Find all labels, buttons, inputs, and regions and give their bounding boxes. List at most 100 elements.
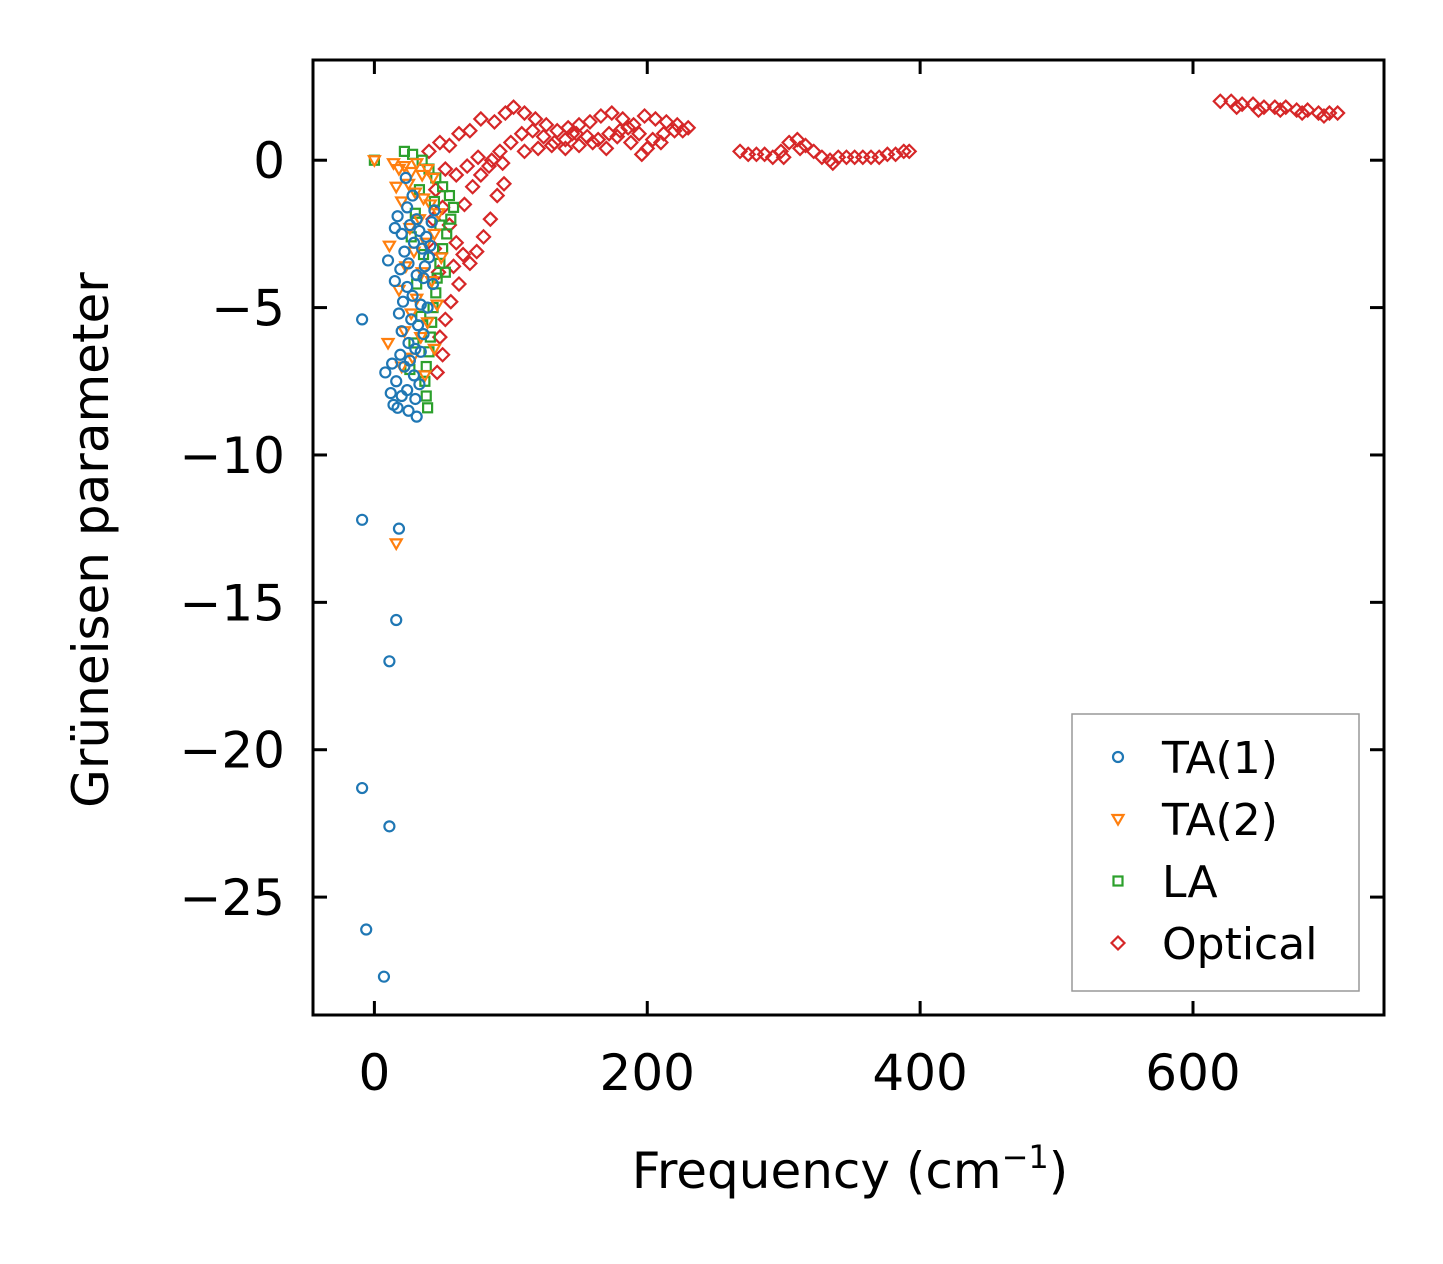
series-ta-1- bbox=[356, 171, 441, 983]
data-point bbox=[535, 128, 552, 145]
data-point bbox=[356, 513, 369, 526]
data-point bbox=[516, 143, 533, 160]
data-point bbox=[401, 178, 416, 192]
data-point bbox=[425, 172, 441, 186]
data-point bbox=[489, 187, 506, 204]
data-point bbox=[383, 655, 396, 668]
data-point bbox=[414, 298, 427, 311]
data-point bbox=[1315, 107, 1333, 125]
x-axis-label: Frequency (cm−1) bbox=[632, 1138, 1069, 1200]
data-point bbox=[366, 155, 382, 168]
data-point bbox=[414, 345, 427, 358]
x-axis-label-main: Frequency (cm bbox=[632, 1142, 1002, 1200]
data-point bbox=[543, 137, 560, 154]
data-point bbox=[805, 143, 822, 160]
data-point bbox=[401, 201, 414, 214]
data-point bbox=[456, 196, 473, 213]
data-point bbox=[443, 189, 456, 202]
data-point bbox=[379, 366, 392, 379]
data-point bbox=[502, 134, 519, 151]
data-point bbox=[417, 370, 433, 384]
data-point bbox=[901, 143, 918, 160]
data-point bbox=[581, 113, 599, 130]
data-point bbox=[775, 149, 792, 166]
data-point bbox=[871, 149, 888, 166]
data-point bbox=[781, 134, 798, 151]
data-point bbox=[1212, 93, 1229, 110]
data-point bbox=[377, 970, 391, 983]
data-point bbox=[360, 923, 373, 936]
x-tick-label: 400 bbox=[872, 1044, 967, 1102]
data-point bbox=[584, 134, 601, 151]
data-point bbox=[416, 193, 431, 207]
data-point bbox=[639, 140, 656, 157]
data-point bbox=[424, 331, 436, 343]
data-point bbox=[437, 311, 454, 328]
data-point bbox=[407, 369, 421, 382]
data-point bbox=[792, 140, 809, 157]
data-point bbox=[420, 390, 432, 402]
data-point bbox=[388, 221, 401, 235]
data-point bbox=[442, 293, 459, 310]
data-point bbox=[524, 122, 541, 139]
x-tick-label: 600 bbox=[1145, 1044, 1240, 1102]
data-point bbox=[418, 260, 431, 273]
data-point bbox=[381, 240, 397, 254]
data-point bbox=[388, 538, 404, 552]
data-point bbox=[887, 146, 904, 163]
data-point bbox=[394, 263, 407, 276]
data-point bbox=[470, 149, 487, 166]
data-point bbox=[772, 143, 790, 160]
data-point bbox=[421, 301, 434, 314]
data-point bbox=[420, 317, 436, 331]
legend-label: TA(1) bbox=[1161, 733, 1278, 784]
data-point bbox=[409, 392, 422, 406]
legend-marker bbox=[1111, 750, 1125, 764]
data-point bbox=[392, 522, 406, 535]
data-point bbox=[622, 134, 639, 151]
data-point bbox=[455, 246, 472, 263]
legend-label: LA bbox=[1162, 857, 1218, 908]
data-point bbox=[1272, 102, 1289, 119]
data-point bbox=[603, 104, 620, 122]
legend-label: Optical bbox=[1162, 919, 1317, 970]
y-axis-label: Grüneisen parameter bbox=[62, 272, 120, 808]
data-point bbox=[530, 140, 547, 157]
data-point bbox=[386, 158, 401, 171]
data-point bbox=[413, 224, 426, 238]
data-point bbox=[402, 336, 415, 350]
data-point bbox=[674, 122, 691, 139]
data-point bbox=[895, 143, 912, 160]
data-point bbox=[417, 272, 430, 285]
legend-items: TA(1) TA(2) LA Optical bbox=[1109, 733, 1317, 970]
data-point bbox=[756, 146, 773, 163]
data-point bbox=[486, 113, 503, 130]
data-point bbox=[383, 820, 396, 833]
data-point bbox=[356, 313, 369, 326]
axis-ticks: 0 200 400 600 0 −5 −10 −15 −20 −25 bbox=[179, 60, 1384, 1102]
data-point bbox=[731, 143, 749, 160]
data-point bbox=[557, 140, 574, 157]
data-point bbox=[401, 280, 414, 294]
data-point bbox=[447, 201, 460, 213]
data-point bbox=[468, 243, 485, 260]
data-point bbox=[824, 155, 841, 172]
data-point bbox=[417, 328, 430, 341]
data-point bbox=[395, 389, 408, 403]
data-point bbox=[391, 284, 407, 298]
data-point bbox=[461, 255, 478, 272]
data-point bbox=[427, 343, 442, 357]
data-point bbox=[398, 261, 414, 275]
data-point bbox=[437, 181, 449, 193]
plot-frame bbox=[311, 58, 1386, 1017]
data-point bbox=[431, 134, 448, 151]
data-point bbox=[410, 213, 423, 226]
data-point bbox=[448, 166, 465, 184]
data-point bbox=[399, 171, 412, 185]
data-point bbox=[392, 307, 406, 320]
legend-marker bbox=[1109, 934, 1127, 952]
legend-marker bbox=[1112, 875, 1124, 887]
data-point bbox=[405, 313, 418, 326]
data-point bbox=[413, 331, 429, 345]
